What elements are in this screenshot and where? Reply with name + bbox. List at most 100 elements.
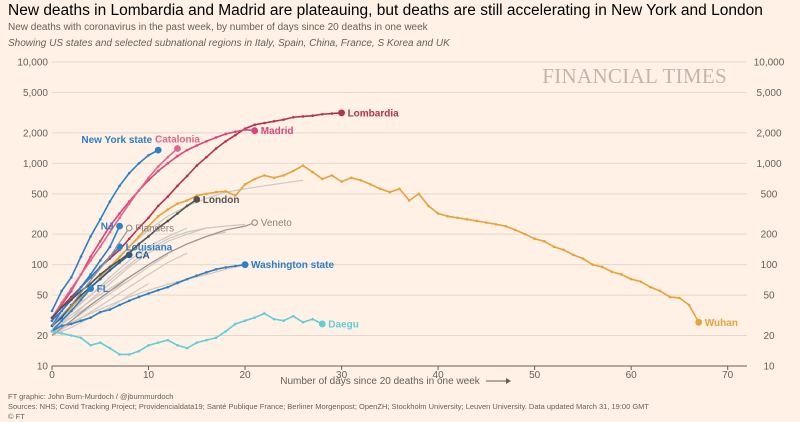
- ca-label: CA: [135, 250, 149, 261]
- london-point: [147, 235, 150, 238]
- daegu-point: [214, 336, 218, 340]
- new_york-line: [51, 149, 159, 312]
- washington-point: [60, 324, 63, 327]
- fl-point: [70, 309, 73, 313]
- wuhan-point: [369, 183, 372, 186]
- new_york-point: [70, 276, 73, 279]
- daegu-point: [166, 338, 170, 342]
- wuhan-point: [311, 170, 314, 174]
- x-tick-label: 70: [722, 370, 734, 381]
- wuhan-point: [465, 218, 469, 221]
- wuhan-point: [398, 187, 401, 191]
- wuhan-point: [282, 174, 285, 177]
- lombardia-point: [166, 195, 170, 198]
- madrid-point: [156, 169, 160, 173]
- x-tick-label: 60: [626, 370, 638, 381]
- catalonia-point: [147, 176, 150, 180]
- wuhan-point: [176, 202, 179, 205]
- y-tick-label-left: 200: [31, 230, 48, 241]
- series-flanders: Flanders: [51, 224, 174, 327]
- daegu-point: [70, 334, 73, 337]
- ca-point: [79, 293, 83, 297]
- daegu-point: [185, 346, 189, 350]
- lombardia-point: [205, 155, 208, 159]
- wuhan-point: [504, 224, 507, 228]
- y-tick-label-left: 50: [37, 291, 49, 302]
- fl-point: [60, 319, 63, 322]
- wuhan-point: [446, 215, 450, 218]
- catalonia-point: [166, 155, 170, 159]
- wuhan-point: [523, 232, 527, 236]
- y-tick-label-left: 20: [37, 331, 49, 342]
- daegu-point: [147, 344, 150, 347]
- background-series-line: [51, 223, 246, 332]
- background-series-line: [51, 227, 207, 325]
- catalonia-point: [108, 230, 112, 234]
- new_york-point: [118, 184, 121, 188]
- new_york-end-point: [154, 146, 162, 154]
- madrid-point: [243, 128, 247, 131]
- wuhan-point: [359, 179, 363, 182]
- fl-point: [79, 298, 83, 302]
- wuhan-point: [340, 180, 343, 183]
- lombardia-point: [156, 204, 160, 208]
- y-tick-label-right: 10,000: [754, 58, 785, 69]
- wuhan-point: [156, 215, 160, 218]
- lombardia-label: Lombardia: [348, 108, 400, 119]
- wuhan-point: [668, 295, 672, 299]
- lombardia-point: [176, 184, 179, 188]
- washington-point: [89, 316, 92, 319]
- catalonia-point: [89, 259, 92, 262]
- y-tick-label-left: 10: [37, 362, 49, 373]
- new_york-label: New York state: [81, 135, 152, 146]
- london-point: [108, 265, 112, 269]
- x-tick-label: 30: [336, 370, 348, 381]
- new_york-point: [137, 162, 141, 165]
- watermark: FINANCIAL TIMES: [542, 64, 727, 88]
- lombardia-point: [185, 174, 189, 178]
- daegu-point: [292, 314, 295, 318]
- lombardia-point: [330, 112, 334, 115]
- daegu-point: [205, 338, 208, 342]
- y-tick-label-left: 2,000: [23, 128, 48, 139]
- wuhan-end-point: [695, 318, 703, 326]
- wuhan-point: [349, 176, 353, 180]
- daegu-point: [118, 353, 121, 356]
- chart-title: New deaths in Lombardia and Madrid are p…: [8, 2, 763, 19]
- lombardia-point: [137, 226, 141, 230]
- wuhan-point: [427, 204, 430, 208]
- lombardia-point: [127, 237, 131, 241]
- wuhan-line: [51, 164, 700, 327]
- ca-point: [98, 277, 102, 281]
- wuhan-point: [166, 208, 170, 211]
- y-tick-label-right: 1,000: [756, 159, 781, 170]
- chart-subtitle: New deaths with coronavirus in the past …: [8, 22, 428, 33]
- catalonia-point: [70, 287, 73, 290]
- wuhan-point: [678, 296, 681, 300]
- wuhan-point: [600, 265, 604, 269]
- x-tick-label: 0: [49, 370, 55, 381]
- wuhan-point: [243, 183, 247, 186]
- louisiana-point: [60, 309, 63, 313]
- wuhan-point: [147, 224, 150, 228]
- wuhan-point: [591, 263, 594, 266]
- catalonia-point: [60, 301, 63, 305]
- madrid-label: Madrid: [261, 126, 294, 137]
- background-series-line: [51, 227, 188, 332]
- wuhan-point: [185, 199, 189, 202]
- london-point: [137, 242, 141, 246]
- wuhan-point: [127, 245, 131, 249]
- washington-point: [79, 319, 83, 322]
- wuhan-point: [475, 219, 479, 223]
- london-point: [176, 212, 179, 215]
- wuhan-point: [456, 216, 459, 220]
- y-tick-label-left: 10,000: [17, 58, 48, 69]
- y-tick-label-right: 50: [763, 291, 775, 302]
- madrid-point: [234, 130, 237, 134]
- veneto-end-point: [251, 219, 259, 227]
- lombardia-point: [282, 118, 285, 121]
- y-tick-label-left: 1,000: [23, 159, 48, 170]
- y-tick-label-right: 5,000: [756, 88, 781, 99]
